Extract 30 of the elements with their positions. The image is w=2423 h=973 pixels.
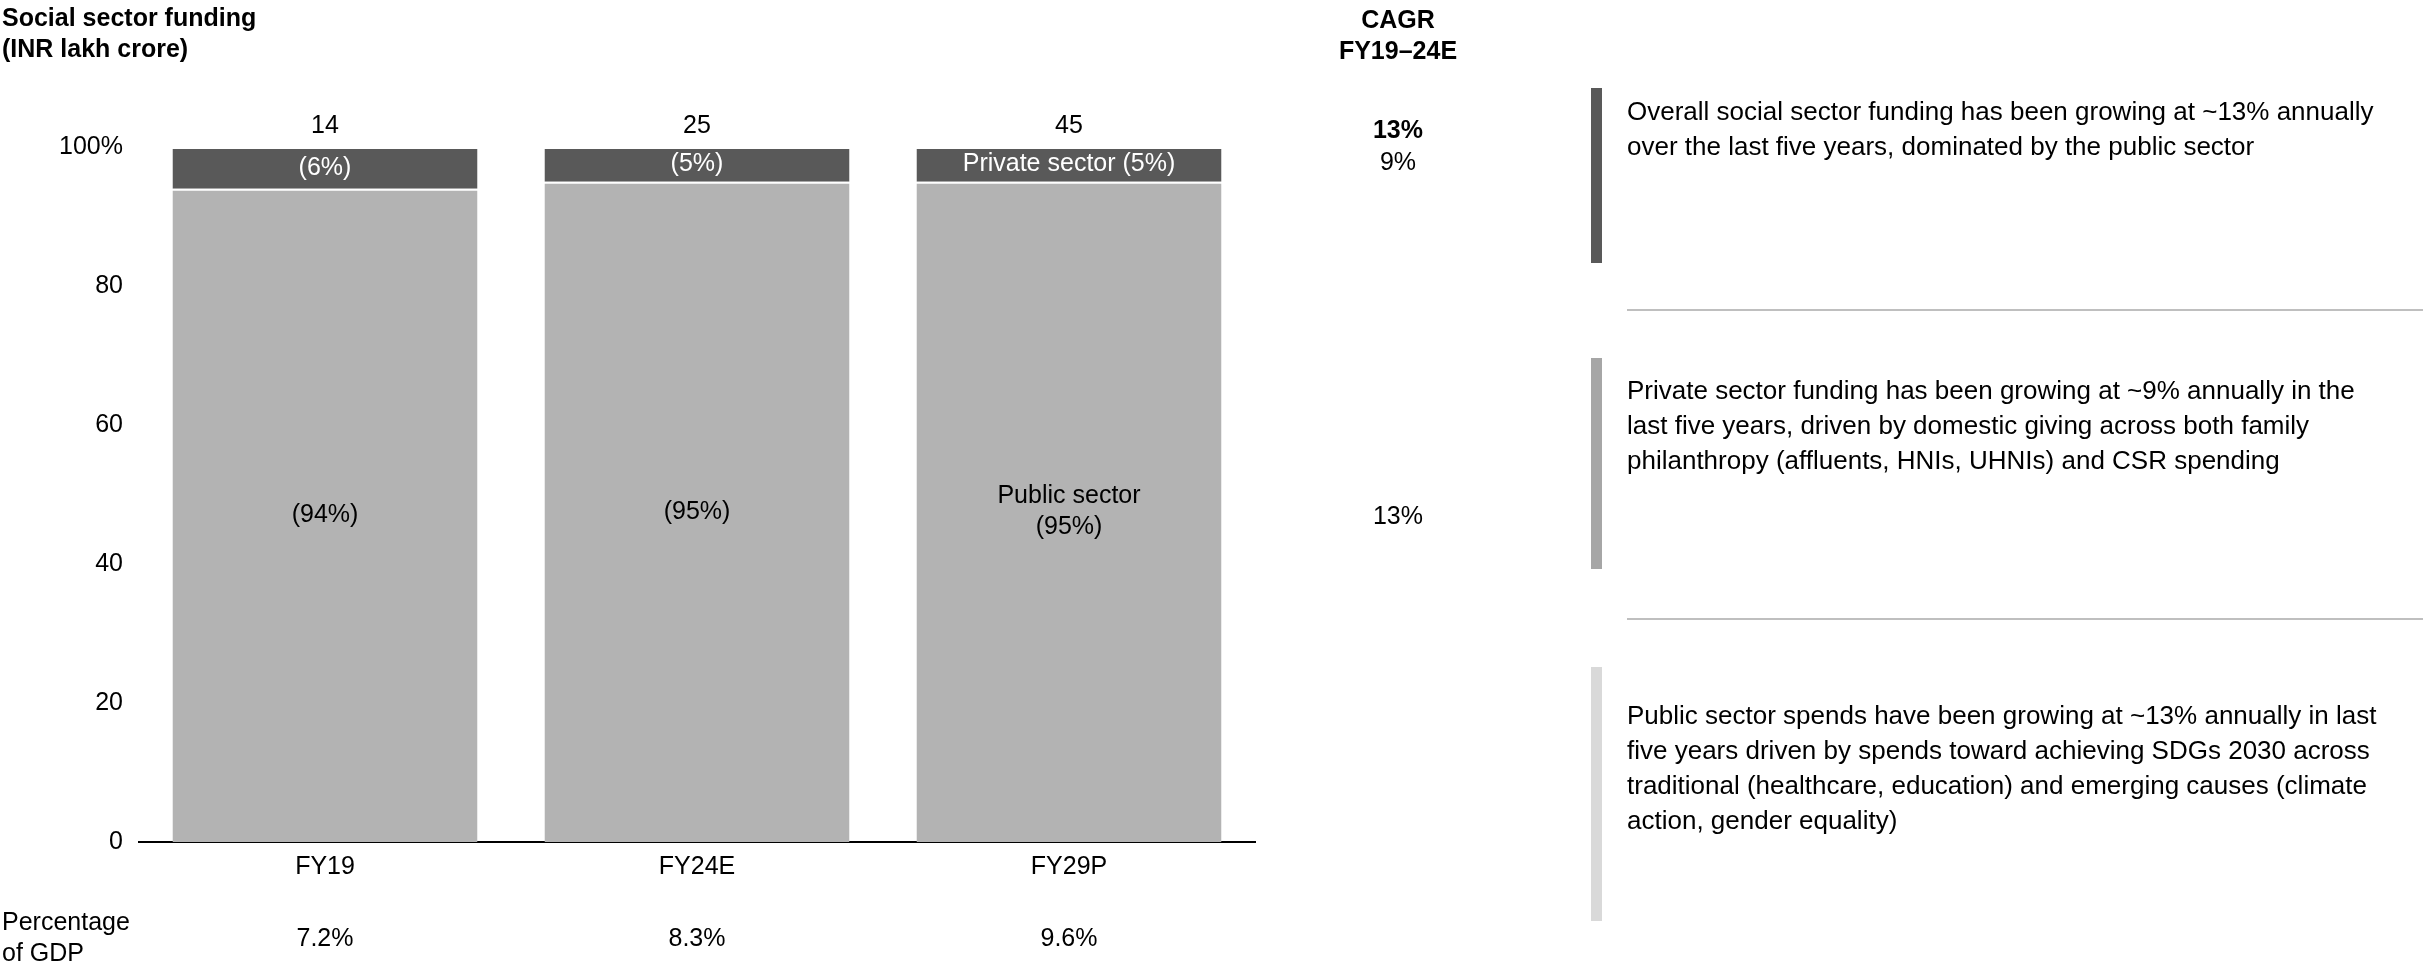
chart-title: Social sector funding (INR lakh crore) bbox=[2, 2, 257, 64]
text: Public sector spends have been growing at ~13% annually in last five years driven by spends toward achieving SDGs 2030 across traditional (healthcare, education) and emerging causes (climate action, gender equality) bbox=[1627, 699, 2378, 837]
y-tick-label: 20 bbox=[95, 686, 123, 715]
data-label: (5%) bbox=[670, 148, 724, 177]
text: Private sector funding has been growing at ~9% annually in the last five years, driven by domestic giving across both family philanthropy (affluents, HNIs, UHNIs) and CSR spending bbox=[1627, 374, 2356, 477]
x-tick-label: FY19 bbox=[295, 850, 355, 879]
text: 9% bbox=[1378, 146, 1418, 177]
y-tick-label: 40 bbox=[95, 547, 123, 576]
text: Overall social sector funding has been growing at ~13% annually over the last five years, dominated by the public sector bbox=[1627, 95, 2375, 163]
y-tick-label: 80 bbox=[95, 269, 123, 298]
data-label: Private sector (5%) bbox=[962, 148, 1176, 177]
text: 9.6% bbox=[1039, 922, 1099, 953]
annotation: 25 bbox=[682, 109, 712, 140]
text: 13% bbox=[1371, 114, 1424, 145]
y-tick-label: 0 bbox=[109, 825, 123, 854]
text: 13% bbox=[1371, 500, 1424, 532]
y-tick-label: 60 bbox=[95, 408, 123, 437]
data-label: (95%) bbox=[663, 495, 731, 524]
data-label: (6%) bbox=[298, 151, 352, 180]
text: CAGR FY19–24E bbox=[1337, 4, 1459, 66]
x-tick-label: FY29P bbox=[1030, 850, 1108, 879]
data-label: (94%) bbox=[291, 499, 359, 528]
text: 8.3% bbox=[667, 922, 727, 953]
x-tick-label: FY24E bbox=[658, 850, 736, 879]
annotation: 14 bbox=[310, 109, 340, 140]
text: 7.2% bbox=[295, 922, 355, 953]
data-label: Public sector (95%) bbox=[997, 480, 1141, 540]
y-tick-label: 100% bbox=[59, 130, 123, 159]
annotation: 45 bbox=[1054, 109, 1084, 140]
text: Percentage of GDP bbox=[2, 906, 130, 968]
